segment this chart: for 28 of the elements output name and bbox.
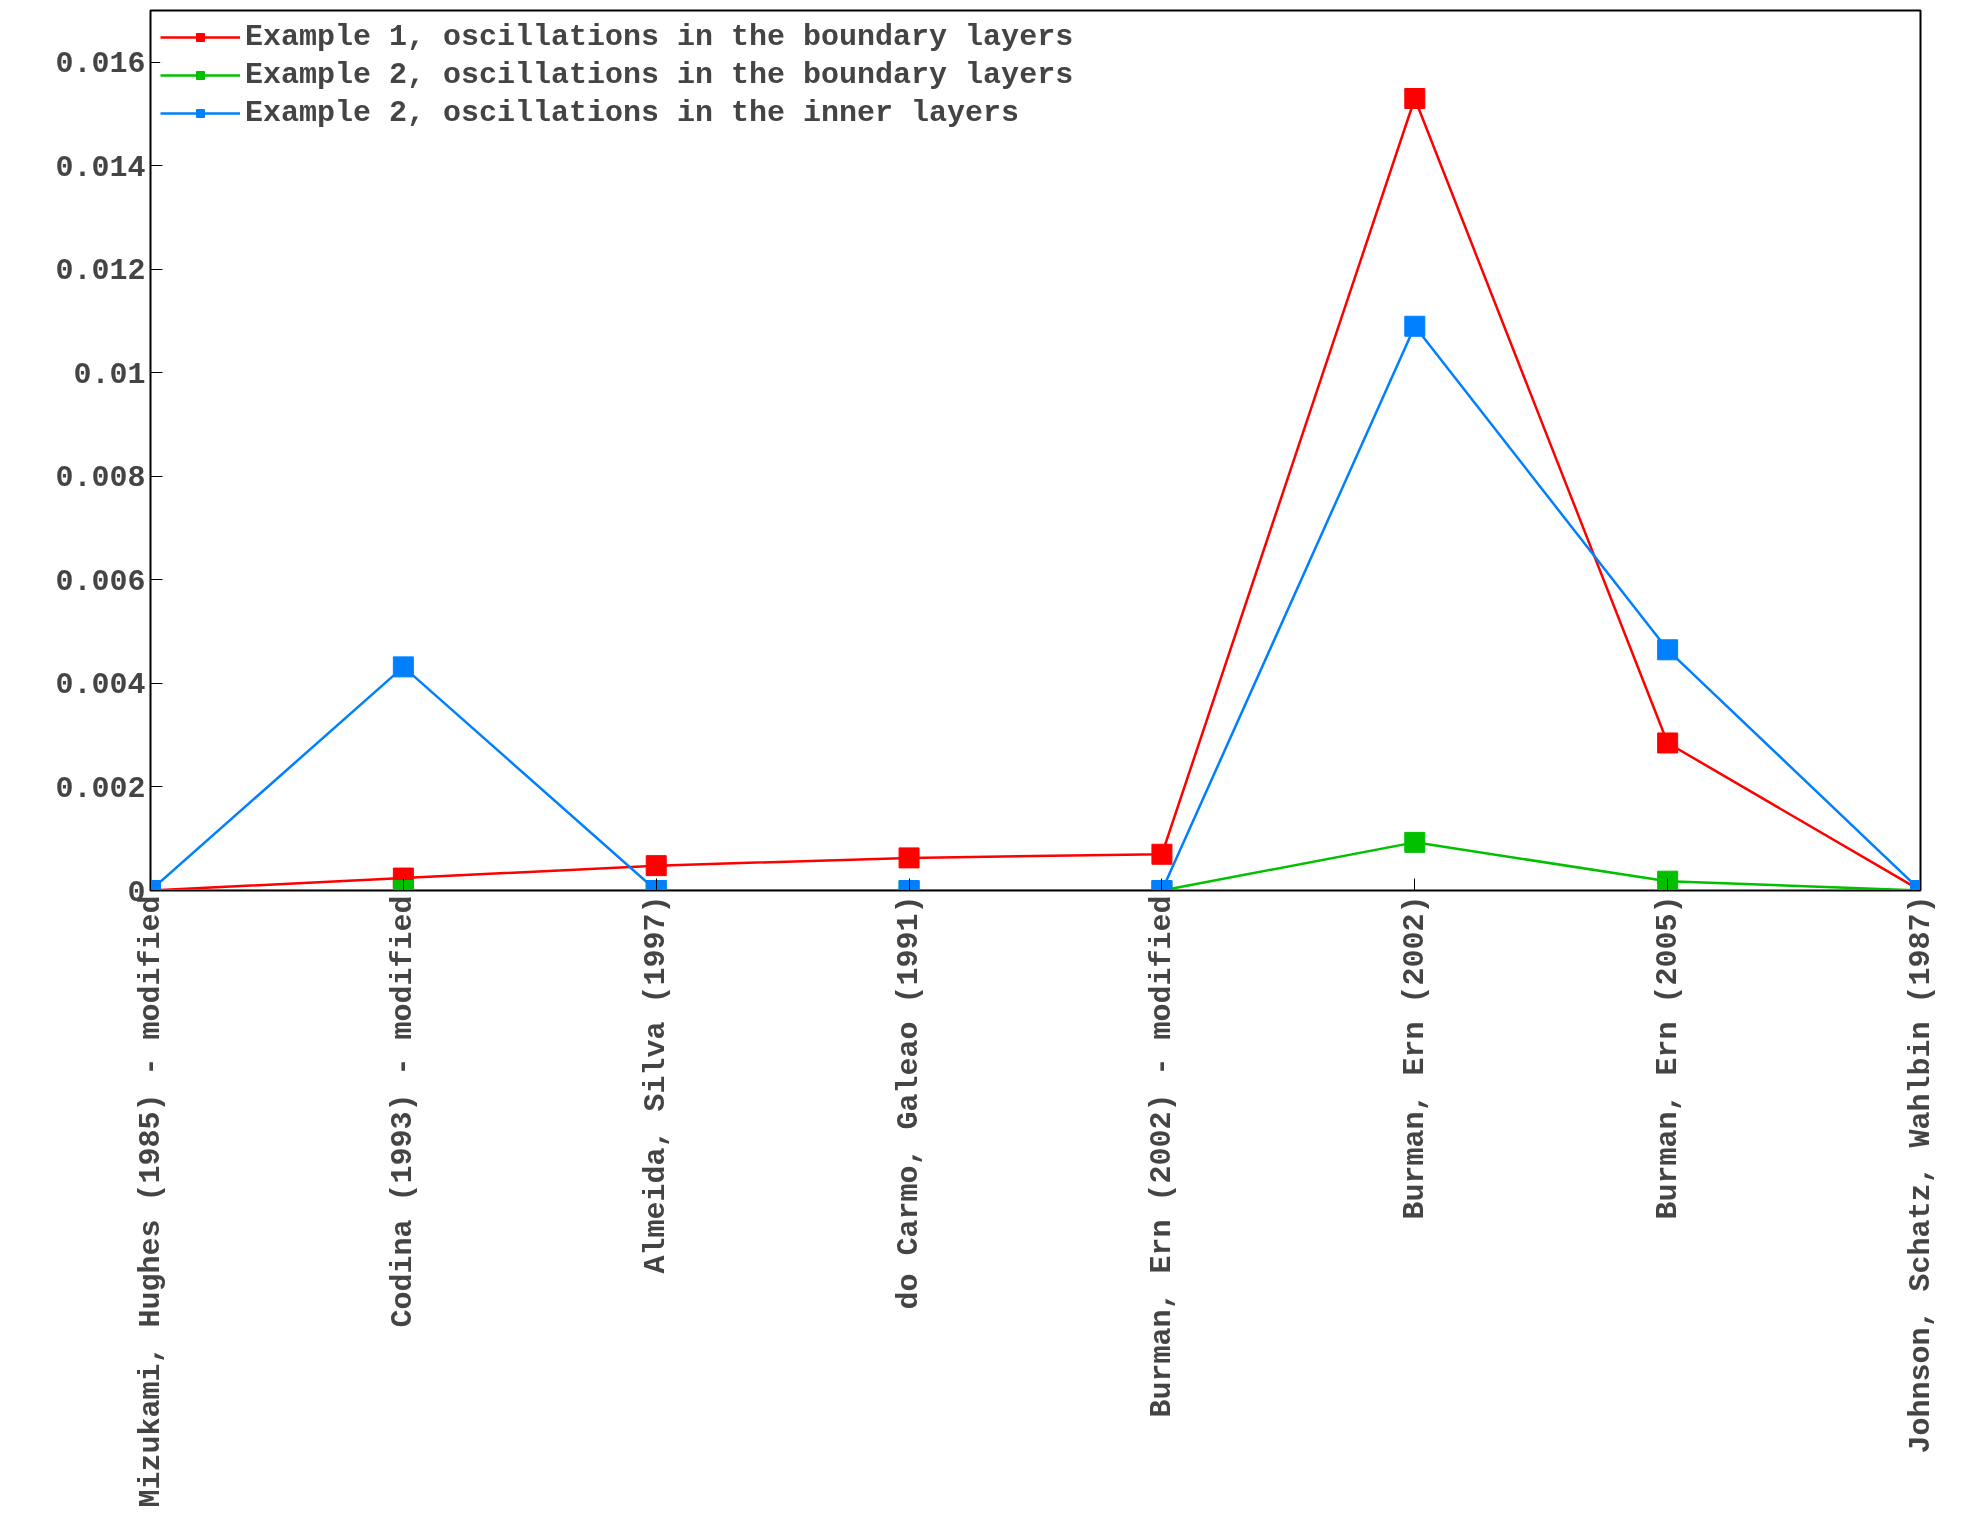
legend-label: Example 2, oscillations in the inner layers xyxy=(245,96,1020,130)
x-tick-label: Johnson, Schatz, Wahlbin (1987) xyxy=(1903,895,1938,1454)
y-tick-label: 0.004 xyxy=(55,668,146,703)
x-tick-label: Burman, Ern (2005) xyxy=(1650,895,1685,1220)
point xyxy=(1657,639,1679,661)
y-tick-label: 0.002 xyxy=(55,771,146,806)
point xyxy=(1151,843,1173,865)
x-tick-label: Burman, Ern (2002) - modified xyxy=(1144,895,1179,1418)
x-tick-label: Codina (1993) - modified xyxy=(386,895,421,1328)
point xyxy=(645,855,667,877)
point xyxy=(1404,831,1426,853)
legend-label: Example 2, oscillations in the boundary layers xyxy=(245,58,1074,92)
y-tick-label: 0.01 xyxy=(73,357,146,392)
x-tick-label: Burman, Ern (2002) xyxy=(1397,895,1432,1220)
legend-label: Example 1, oscillations in the boundary layers xyxy=(245,20,1074,54)
y-tick-label: 0.012 xyxy=(55,254,146,289)
x-tick-label: do Carmo, Galeao (1991) xyxy=(892,895,927,1310)
y-tick-label: 0.014 xyxy=(55,150,146,185)
point xyxy=(1404,88,1426,109)
x-tick-label: Almeida, Silva (1997) xyxy=(639,895,674,1274)
point xyxy=(1657,732,1679,754)
point xyxy=(392,656,414,678)
point xyxy=(1657,870,1679,891)
y-tick-label: 0.006 xyxy=(55,564,146,599)
y-tick-label: 0.008 xyxy=(55,461,146,496)
y-tick-label: 0.016 xyxy=(55,47,146,82)
point xyxy=(1404,315,1426,337)
point xyxy=(898,847,920,869)
